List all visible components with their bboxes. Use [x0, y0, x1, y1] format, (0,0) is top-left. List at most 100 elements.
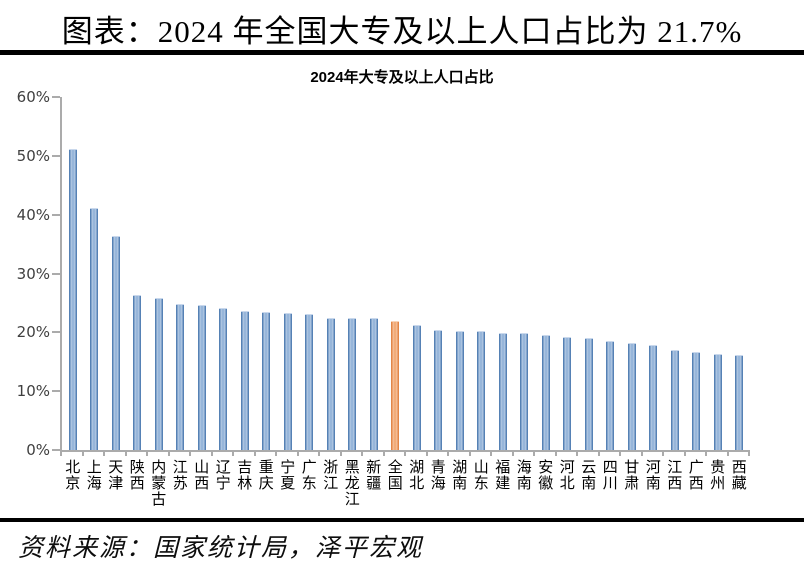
x-axis-label: 海 南: [516, 460, 532, 492]
bar-cell: [707, 97, 729, 450]
top-divider: [0, 50, 804, 55]
x-axis-label: 山 东: [473, 460, 489, 492]
x-axis-label: 湖 南: [452, 460, 468, 492]
bar-海南: [520, 333, 529, 450]
x-axis-label: 重 庆: [258, 460, 274, 492]
bar-广东: [305, 314, 314, 450]
bar-贵州: [713, 354, 722, 450]
x-axis-label: 江 西: [667, 460, 683, 492]
x-tick-mark: [471, 452, 492, 456]
bar-黑龙江: [348, 317, 357, 450]
bar-辽宁: [219, 307, 228, 450]
bar-吉林: [240, 310, 249, 450]
bar-cell: [557, 97, 579, 450]
bar-浙江: [326, 317, 335, 450]
x-axis-label: 黑 龙 江: [344, 460, 360, 508]
bar-山西: [197, 304, 206, 450]
bar-宁夏: [283, 312, 292, 450]
y-tick-mark: [52, 96, 60, 98]
x-tick-mark: [385, 452, 406, 456]
bar-cell: [664, 97, 686, 450]
x-tick-mark: [686, 452, 707, 456]
bar-新疆: [369, 317, 378, 450]
bar-cell: [363, 97, 385, 450]
bar-cell: [234, 97, 256, 450]
bar-cell: [471, 97, 493, 450]
x-tick-mark: [664, 452, 686, 456]
x-axis-label: 广 西: [688, 460, 704, 492]
x-axis-label: 辽 宁: [215, 460, 231, 492]
bar-河北: [563, 337, 572, 450]
y-tick-mark: [52, 449, 60, 451]
x-axis-label: 上 海: [86, 460, 102, 492]
bar-cell: [385, 97, 407, 450]
x-tick-mark: [729, 452, 750, 456]
bar-cell: [621, 97, 643, 450]
y-tick-mark: [52, 331, 60, 334]
bar-series: [62, 97, 750, 450]
bar-上海: [90, 207, 99, 450]
x-tick-mark: [578, 452, 600, 456]
x-tick-mark: [363, 452, 385, 456]
y-tick-label: 40%: [16, 205, 50, 224]
bar-cell: [191, 97, 213, 450]
x-tick-mark: [299, 452, 320, 456]
y-tick-label: 60%: [16, 88, 50, 106]
bar-广西: [692, 351, 701, 450]
x-axis-label: 广 东: [301, 460, 317, 492]
bar-cell: [449, 97, 471, 450]
bar-cell: [535, 97, 557, 450]
x-axis-label: 云 南: [581, 460, 597, 492]
bar-江苏: [176, 303, 185, 450]
x-axis-label: 湖 北: [409, 460, 425, 492]
x-tick-mark: [84, 452, 105, 456]
x-axis-label: 山 西: [194, 460, 210, 492]
y-tick-label: 30%: [16, 264, 50, 283]
bar-青海: [434, 330, 443, 450]
x-tick-mark: [148, 452, 170, 456]
bottom-divider: [0, 518, 804, 522]
x-axis-label: 贵 州: [710, 460, 726, 492]
bar-cell: [84, 97, 106, 450]
x-tick-mark: [234, 452, 256, 456]
plot-area: [60, 97, 750, 452]
bar-cell: [320, 97, 342, 450]
bar-安徽: [541, 335, 550, 450]
x-tick-mark: [514, 452, 535, 456]
bar-cell: [578, 97, 600, 450]
bar-四川: [606, 340, 615, 450]
x-tick-mark: [213, 452, 234, 456]
bar-江西: [670, 349, 679, 450]
y-tick-label: 50%: [16, 146, 50, 165]
x-axis-label: 安 徽: [538, 460, 554, 492]
bar-湖北: [412, 324, 421, 450]
x-axis-label: 四 川: [602, 460, 618, 492]
x-axis-label: 西 藏: [731, 460, 747, 492]
bar-云南: [584, 337, 593, 450]
bar-山东: [477, 330, 486, 450]
bar-河南: [649, 345, 658, 450]
x-axis-label: 江 苏: [172, 460, 188, 492]
x-axis-label: 天 津: [108, 460, 124, 492]
x-axis-label: 青 海: [430, 460, 446, 492]
x-tick-mark: [600, 452, 621, 456]
bar-cell: [428, 97, 450, 450]
x-axis-label: 新 疆: [366, 460, 382, 492]
x-tick-mark: [170, 452, 191, 456]
bar-重庆: [262, 311, 271, 450]
bar-内蒙古: [154, 298, 163, 450]
bar-cell: [299, 97, 321, 450]
x-axis-label: 内 蒙 古: [151, 460, 167, 508]
bar-cell: [600, 97, 622, 450]
bar-cell: [148, 97, 170, 450]
x-axis-label: 北 京: [65, 460, 81, 492]
x-tick-mark: [557, 452, 578, 456]
x-tick-mark: [256, 452, 277, 456]
x-tick-mark: [191, 452, 213, 456]
bar-福建: [498, 333, 507, 450]
y-tick-label: 0%: [26, 441, 50, 459]
bar-cell: [492, 97, 514, 450]
x-tick-mark: [62, 452, 84, 456]
y-tick-label: 10%: [16, 382, 50, 401]
bar-cell: [729, 97, 751, 450]
